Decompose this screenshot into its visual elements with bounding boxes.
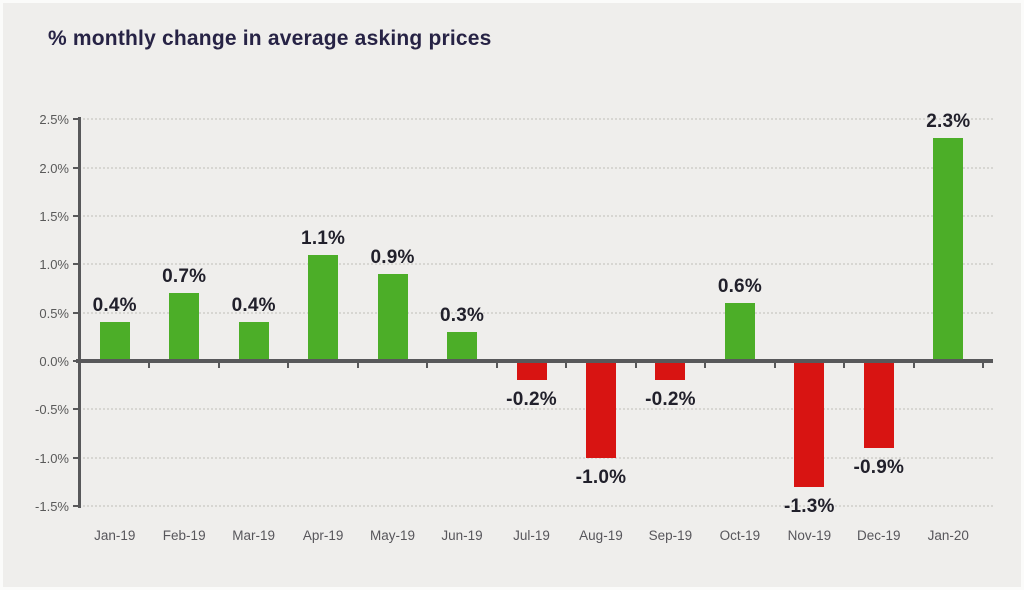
y-axis-tick [73,311,78,314]
x-axis-tick [773,363,776,368]
x-axis-tick [356,363,359,368]
y-axis-line [78,117,81,509]
x-axis-tick [843,363,846,368]
bar-value-label: 0.4% [92,295,137,317]
bar-value-label: 0.9% [370,246,415,268]
bar-value-label: -0.2% [645,389,696,411]
bar-sep-19 [655,361,686,381]
bar-value-label: 0.7% [162,266,207,288]
y-axis-tick [73,166,78,169]
x-axis-tick [704,363,707,368]
x-axis-label: Aug-19 [579,528,623,543]
x-axis-tick [634,363,637,368]
y-axis-tick [73,505,78,508]
bar-jul-19 [516,361,547,381]
y-axis-label: 2.5% [39,112,69,128]
y-axis-tick [73,360,78,362]
x-axis-label: Sep-19 [648,528,693,543]
y-axis-tick [73,214,78,217]
bar-jan-19 [99,322,130,361]
x-axis-label: Jan-19 [94,528,136,543]
y-axis-label: -1.5% [35,499,69,515]
y-axis-tick [73,263,78,266]
x-axis-label: Oct-19 [719,528,761,543]
y-axis-label: -1.0% [35,450,69,466]
gridline [78,311,993,314]
x-axis-tick [912,363,915,368]
gridline [78,263,993,266]
x-axis-label: Apr-19 [302,528,344,543]
y-axis-label: -0.5% [35,402,69,418]
x-axis-tick [982,363,984,368]
y-axis-tick [73,408,78,411]
bar-value-label: 1.1% [301,227,346,249]
bar-aug-19 [585,361,616,458]
x-axis-label: Feb-19 [162,528,206,543]
x-axis-tick [148,363,151,368]
bar-value-label: 0.3% [439,304,485,326]
x-axis-label: Nov-19 [787,528,832,543]
x-axis-label: Jan-20 [927,528,969,543]
x-axis-line [76,359,993,363]
bar-value-label: -1.0% [575,466,627,488]
x-axis-label: May-19 [370,528,416,543]
bar-value-label: -1.3% [784,495,835,517]
x-axis-tick [79,363,81,368]
gridline [78,118,993,121]
y-axis-label: 0.5% [39,305,69,321]
y-axis-tick [73,456,78,459]
bar-apr-19 [308,254,339,361]
y-axis-label: 0.0% [39,354,69,369]
x-axis-label: Jun-19 [441,528,483,543]
bar-jun-19 [447,331,478,361]
gridline [78,408,993,411]
bar-may-19 [377,273,408,361]
bar-mar-19 [238,322,269,361]
bar-nov-19 [794,361,825,487]
x-axis-label: Dec-19 [857,528,901,543]
x-axis-tick [426,363,429,368]
bar-feb-19 [169,293,200,361]
gridline [78,166,993,169]
bar-dec-19 [863,361,894,449]
gridline [78,456,993,459]
bar-value-label: 0.4% [231,295,276,317]
y-axis-tick [73,118,78,121]
chart-title: % monthly change in average asking price… [48,27,492,50]
gridline [78,505,993,508]
x-axis-label: Jul-19 [513,528,550,543]
x-axis-label: Mar-19 [232,528,276,543]
y-axis-label: 1.5% [39,208,69,224]
bar-value-label: -0.2% [506,389,557,411]
bar-value-label: 0.6% [717,275,762,297]
y-axis-label: 1.0% [39,257,69,273]
x-axis-tick [565,363,568,368]
bar-value-label: 2.3% [926,111,971,133]
x-axis-tick [287,363,290,368]
y-axis-label: 2.0% [39,160,69,176]
bar-jan-20 [933,138,964,361]
bar-value-label: -0.9% [853,457,905,479]
gridline [78,214,993,217]
x-axis-tick [217,363,220,368]
bar-oct-19 [724,302,755,361]
x-axis-tick [495,363,498,368]
